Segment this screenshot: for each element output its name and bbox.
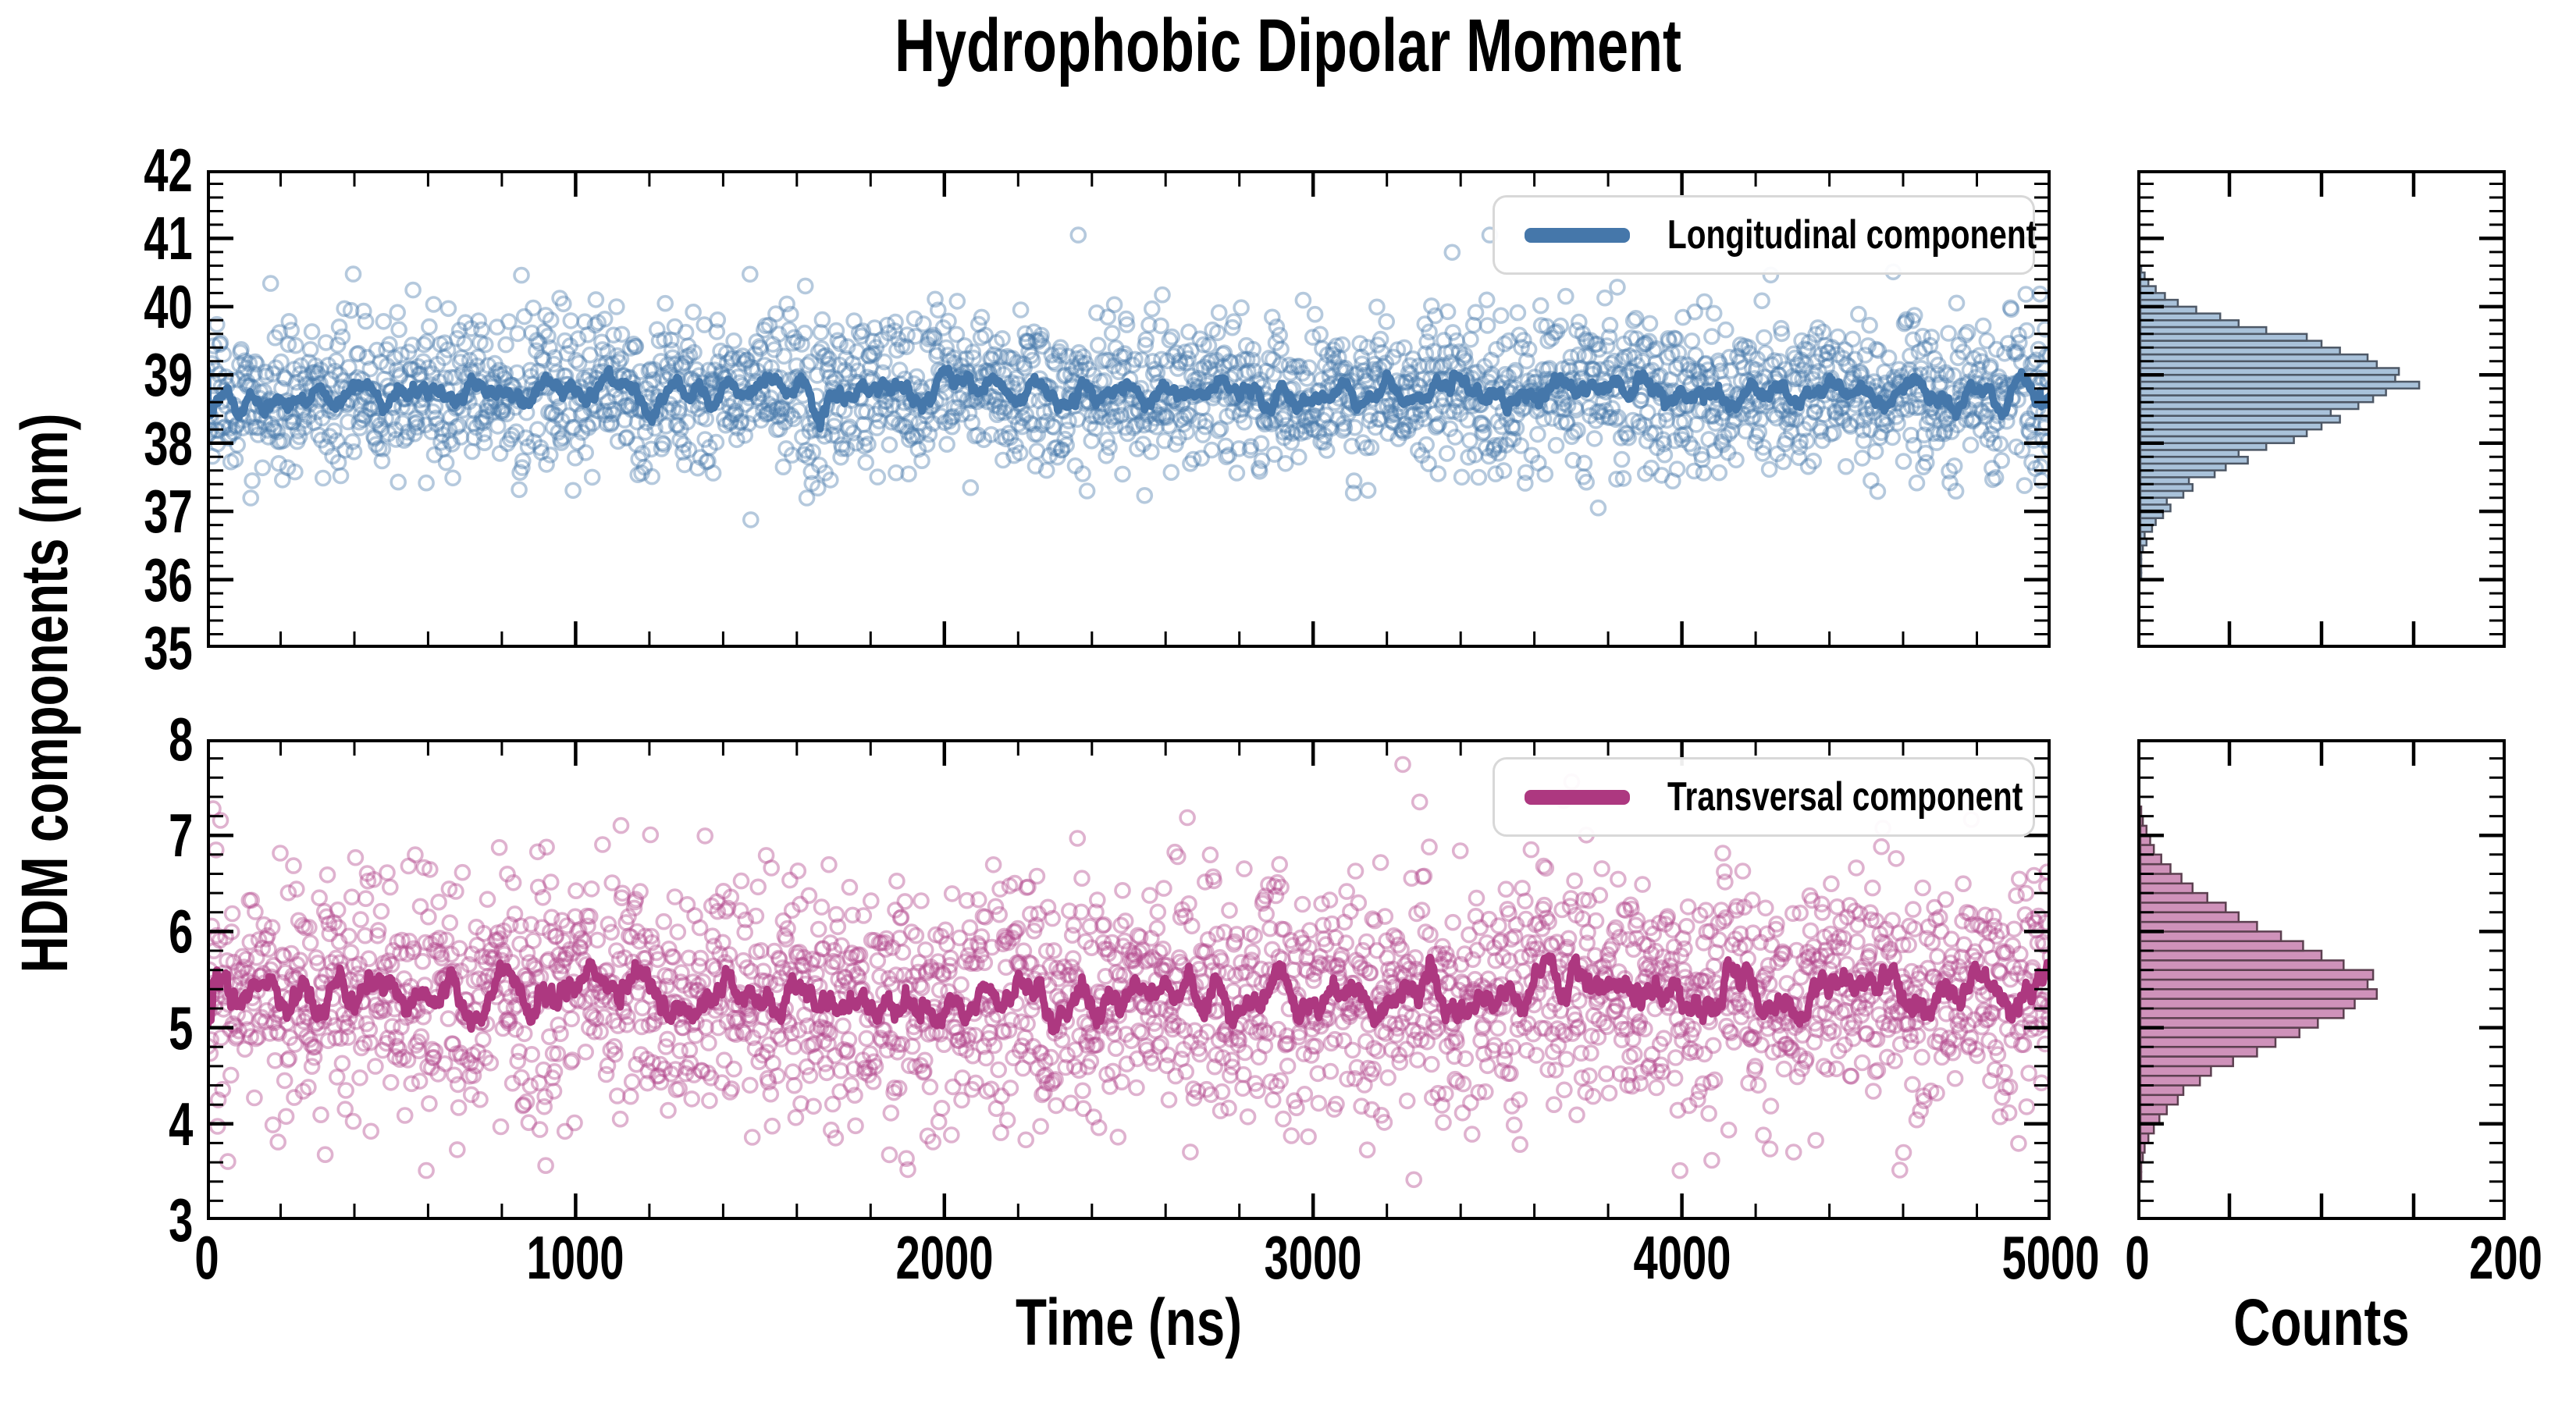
y-tick-label: 4: [168, 1090, 193, 1158]
y-tick-label: 7: [168, 801, 193, 870]
y-tick-label: 38: [144, 409, 193, 478]
y-axis-label: HDM components (nm): [8, 334, 81, 1051]
x-tick-label: 1000: [526, 1223, 624, 1292]
panel-transversal-timeseries: [207, 739, 2051, 1220]
y-tick-label: 41: [144, 204, 193, 272]
y-tick-label: 3: [168, 1186, 193, 1254]
legend-swatch-longitudinal-icon: [1525, 227, 1630, 243]
y-tick-label: 5: [168, 994, 193, 1062]
legend-label-transversal: Transversal component: [1667, 774, 2023, 820]
panel-longitudinal-histogram: [2137, 170, 2506, 648]
legend-transversal: Transversal component: [1493, 757, 2035, 837]
x-axis-label-time: Time (ns): [984, 1289, 1274, 1355]
y-tick-label: 6: [168, 897, 193, 966]
legend-longitudinal: Longitudinal component: [1493, 195, 2037, 275]
x-axis-label-counts: Counts: [2208, 1289, 2434, 1355]
panel-transversal-histogram: [2137, 739, 2506, 1220]
y-tick-label: 8: [168, 705, 193, 774]
y-tick-label: 35: [144, 614, 193, 682]
x-tick-label: 3000: [1264, 1223, 1362, 1292]
panel-longitudinal-timeseries: [207, 170, 2051, 648]
x-tick-label: 2000: [895, 1223, 994, 1292]
x-axis-label-time-text: Time (ns): [1015, 1286, 1243, 1359]
x-tick-label: 0: [194, 1223, 219, 1292]
y-tick-label: 39: [144, 340, 193, 409]
x-tick-label: 5000: [2001, 1223, 2100, 1292]
x-tick-label: 200: [2469, 1223, 2542, 1292]
y-tick-label: 42: [144, 136, 193, 205]
chart-title-text: Hydrophobic Dipolar Moment: [895, 4, 1681, 87]
x-tick-label: 4000: [1633, 1223, 1731, 1292]
x-tick-label: 0: [2125, 1223, 2150, 1292]
y-tick-label: 40: [144, 272, 193, 341]
y-tick-label: 37: [144, 477, 193, 546]
legend-swatch-transversal-icon: [1525, 789, 1630, 805]
y-tick-label: 36: [144, 546, 193, 614]
chart-title: Hydrophobic Dipolar Moment: [0, 5, 2576, 87]
y-axis-label-text: HDM components (nm): [8, 413, 81, 973]
x-axis-label-counts-text: Counts: [2233, 1286, 2410, 1359]
legend-label-longitudinal: Longitudinal component: [1667, 212, 2037, 258]
